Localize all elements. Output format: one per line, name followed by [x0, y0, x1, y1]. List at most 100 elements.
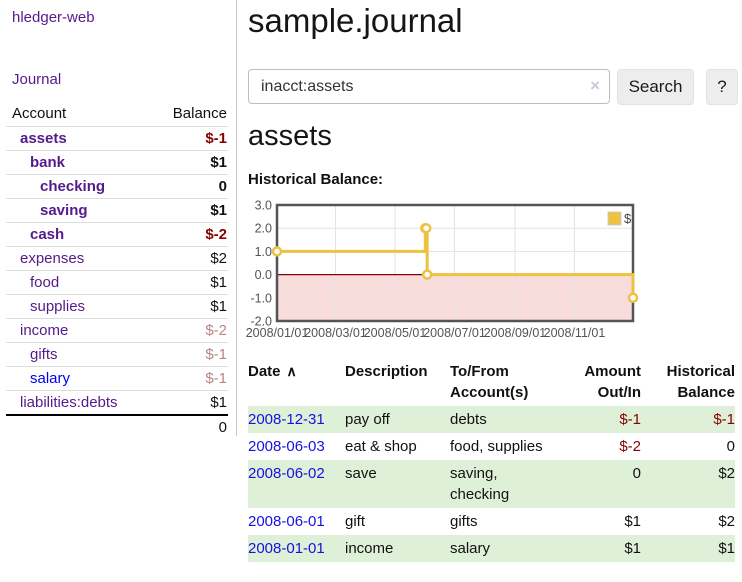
account-link-supplies[interactable]: supplies	[30, 298, 86, 315]
clear-search-icon[interactable]: ×	[590, 76, 600, 95]
accounts-header-row: Account Balance	[6, 102, 228, 127]
account-balance: $-1	[149, 366, 228, 391]
account-link-bank[interactable]: bank	[30, 154, 66, 171]
account-balance: $-2	[149, 318, 228, 343]
transaction-accounts: gifts	[450, 513, 478, 530]
chart-title: Historical Balance:	[248, 171, 384, 188]
transaction-date-link[interactable]: 2008-06-01	[248, 513, 325, 530]
col-header-amount-line1: Amount	[584, 363, 641, 380]
transaction-date-cell: 2008-01-01	[248, 535, 345, 562]
transaction-description: eat & shop	[345, 438, 417, 455]
account-balance: $1	[149, 270, 228, 295]
y-tick-label: 0.0	[255, 268, 272, 282]
sidebar: hledger-web Journal Account Balance asse…	[0, 0, 236, 582]
account-balance: $1	[149, 294, 228, 319]
transaction-date-cell: 2008-12-31	[248, 406, 345, 433]
account-name-cell: gifts	[6, 342, 150, 367]
transaction-date-link[interactable]: 2008-06-02	[248, 465, 325, 482]
account-row: salary $-1	[6, 366, 228, 391]
accounts-total-spacer	[6, 414, 150, 439]
app-title-link[interactable]: hledger-web	[12, 9, 95, 26]
main-content: sample.journal × Search ? assets Histori…	[246, 0, 742, 582]
transaction-row[interactable]: 2008-06-01 gift gifts $1 $2	[248, 508, 735, 535]
transaction-description: gift	[345, 513, 366, 530]
transaction-date-link[interactable]: 2008-12-31	[248, 411, 325, 428]
search-input[interactable]	[249, 70, 609, 103]
account-row: supplies $1	[6, 294, 228, 319]
transaction-accounts: salary	[450, 540, 491, 557]
accounts-header-account: Account	[12, 105, 67, 122]
sidebar-divider	[236, 0, 237, 436]
col-header-tofrom: To/From Account(s)	[450, 361, 553, 406]
account-name-cell: bank	[6, 150, 150, 175]
account-link-salary[interactable]: salary	[30, 370, 71, 387]
search-button[interactable]: Search	[617, 69, 694, 105]
transaction-balance: $1	[718, 540, 735, 557]
col-header-hist-line2: Balance	[677, 384, 735, 401]
account-balance: $2	[149, 246, 228, 271]
col-header-amount-line2: Out/In	[597, 384, 641, 401]
transaction-row[interactable]: 2008-06-03 eat & shop food, supplies $-2 0	[248, 433, 735, 460]
sidebar-item-journal[interactable]: Journal	[12, 71, 62, 88]
transaction-date-cell: 2008-06-03	[248, 433, 345, 460]
account-balance: $1	[149, 390, 228, 415]
account-row: liabilities:debts $1	[6, 390, 228, 415]
account-link-liabilities-debts[interactable]: liabilities:debts	[20, 394, 118, 411]
account-link-saving[interactable]: saving	[40, 202, 88, 219]
account-link-food[interactable]: food	[30, 274, 60, 291]
transaction-date-link[interactable]: 2008-01-01	[248, 540, 325, 557]
transaction-date-cell: 2008-06-01	[248, 508, 345, 535]
register-header-row: Date ∧ Description To/From Account(s) Amo…	[248, 361, 735, 406]
account-link-cash[interactable]: cash	[30, 226, 65, 243]
account-balance: $-1	[149, 126, 228, 151]
help-button[interactable]: ?	[706, 69, 738, 105]
account-name-cell: saving	[6, 198, 150, 223]
x-tick-label: 2008/05/01	[364, 326, 427, 340]
historical-balance-chart: $3.0 2.0 1.0 0.0 -1.0 -2.0 2008/01/01 2008/03/0…	[246, 198, 648, 348]
x-tick-label: 2008/09/01	[484, 326, 547, 340]
transaction-date-cell: 2008-06-02	[248, 460, 345, 508]
transaction-row[interactable]: 2008-12-31 pay off debts $-1 $-1	[248, 406, 735, 433]
transaction-accounts: saving, checking	[450, 465, 510, 503]
account-row: expenses $2	[6, 246, 228, 271]
account-row: cash $-2	[6, 222, 228, 247]
x-tick-label: 2008/07/01	[423, 326, 486, 340]
account-name-cell: expenses	[6, 246, 150, 271]
sort-ascending-icon: ∧	[286, 363, 297, 379]
account-link-expenses[interactable]: expenses	[20, 250, 85, 267]
col-header-tofrom-line1: To/From	[450, 363, 509, 380]
transaction-balance: $2	[718, 513, 735, 530]
accounts-table: Account Balance assets $-1 bank $1 checking 0…	[6, 102, 228, 439]
account-link-income[interactable]: income	[20, 322, 69, 339]
account-link-checking[interactable]: checking	[40, 178, 106, 195]
x-tick-label: 2008/01/01	[246, 326, 309, 340]
account-row: saving $1	[6, 198, 228, 223]
search-input-wrap: ×	[248, 69, 610, 104]
col-header-hist-line1: Historical	[666, 363, 735, 380]
account-name-cell: checking	[6, 174, 150, 199]
account-row: assets $-1	[6, 126, 228, 151]
chart-svg: $3.0 2.0 1.0 0.0 -1.0 -2.02008/01/012008/03/0…	[246, 199, 639, 340]
account-balance: $1	[149, 198, 228, 223]
y-tick-label: -2.0	[250, 315, 272, 329]
account-link-assets[interactable]: assets	[20, 130, 67, 147]
search-form: × Search ?	[248, 69, 738, 105]
transaction-date-link[interactable]: 2008-06-03	[248, 438, 325, 455]
account-balance: 0	[149, 174, 228, 199]
col-header-date[interactable]: Date ∧	[248, 361, 345, 406]
account-heading: assets	[248, 120, 332, 152]
account-name-cell: supplies	[6, 294, 150, 319]
account-row: food $1	[6, 270, 228, 295]
col-header-description: Description	[345, 363, 428, 380]
data-point-marker	[271, 246, 283, 257]
account-link-gifts[interactable]: gifts	[30, 346, 58, 363]
accounts-total-row: 0	[6, 414, 228, 439]
x-tick-label: 2008/11/01	[544, 326, 606, 340]
col-header-amount: Amount Out/In	[553, 361, 641, 406]
legend-label: $	[624, 211, 632, 226]
transaction-balance: $2	[718, 465, 735, 482]
transaction-row[interactable]: 2008-06-02 save saving, checking 0 $2	[248, 460, 735, 508]
account-balance: $-1	[149, 342, 228, 367]
transaction-row[interactable]: 2008-01-01 income salary $1 $1	[248, 535, 735, 562]
